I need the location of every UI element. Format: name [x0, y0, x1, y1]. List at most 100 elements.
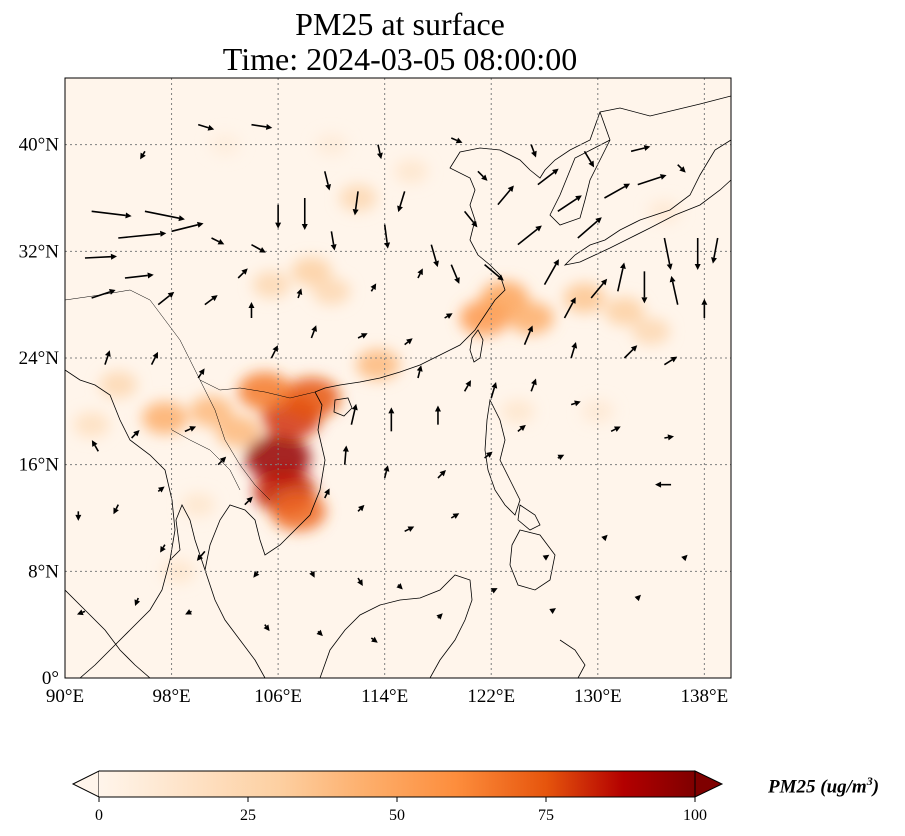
wind-arrow: [91, 440, 99, 452]
coastline-borneo: [319, 574, 473, 678]
pm25-hotspot: [142, 401, 188, 435]
wind-arrow: [197, 368, 205, 379]
wind-arrow: [388, 407, 395, 432]
wind-arrow: [196, 550, 206, 561]
colorbar-tick-label: 25: [240, 807, 256, 824]
pm25-hotspot: [604, 297, 645, 326]
wind-arrow: [530, 378, 537, 392]
colorbar-label-exponent: 3: [866, 774, 873, 788]
lat-tick-label: 32°N: [19, 241, 60, 262]
lat-tick-label: 8°N: [28, 561, 59, 582]
wind-arrow: [430, 244, 439, 268]
gridlines: [65, 78, 731, 678]
lon-tick-label: 114°E: [361, 686, 408, 707]
wind-arrow: [237, 268, 248, 279]
wind-arrow: [263, 624, 270, 632]
wind-arrow: [542, 554, 550, 561]
wind-arrow: [463, 210, 478, 228]
lat-tick-label: 16°N: [19, 455, 60, 476]
pm25-hotspot: [394, 159, 429, 184]
wind-arrow: [637, 174, 667, 186]
wind-arrow: [383, 465, 390, 479]
pm25-hotspot: [339, 184, 377, 212]
wind-arrow: [134, 597, 141, 606]
coastline-burma-bengal: [65, 369, 176, 561]
lon-tick-label: 138°E: [681, 686, 729, 707]
lat-tick-label: 0°: [42, 668, 59, 689]
pm25-hotspot: [209, 133, 241, 156]
coastline-korea: [549, 111, 611, 226]
wind-arrow: [310, 325, 317, 339]
wind-arrow: [118, 230, 167, 239]
wind-arrow: [251, 243, 266, 253]
map-title-line1: PM25 at surface: [295, 6, 505, 42]
wind-arrow: [583, 150, 595, 168]
wind-arrow: [324, 488, 330, 499]
wind-arrow: [417, 268, 423, 279]
wind-arrow: [350, 403, 358, 425]
colorbar-label-close: ): [872, 776, 880, 798]
wind-arrow: [563, 297, 576, 319]
wind-arrow: [543, 259, 559, 286]
wind-arrow: [275, 204, 282, 229]
coastline-indochina: [204, 391, 326, 678]
map-plot-area: 90°E 98°E 106°E 114°E 122°E 130°E 138°E 0° 8°N 16…: [19, 77, 732, 707]
wind-arrow: [630, 145, 651, 153]
wind-arrow: [323, 171, 331, 191]
wind-arrow: [701, 298, 708, 318]
wind-arrow: [397, 191, 406, 213]
pm25-hotspot: [500, 399, 535, 424]
coastline-china-east: [314, 95, 731, 393]
wind-arrow: [517, 424, 526, 432]
wind-arrow: [404, 338, 413, 346]
wind-arrow: [171, 221, 204, 233]
wind-arrow: [616, 262, 626, 292]
wind-arrow: [383, 224, 391, 249]
pm25-hotspot: [161, 559, 196, 584]
pm25-hotspot: [508, 301, 555, 335]
wind-arrow: [655, 481, 672, 488]
axis-tick-labels: 90°E 98°E 106°E 114°E 122°E 130°E 138°E 0° 8°N 16…: [19, 135, 729, 707]
wind-arrow: [634, 594, 641, 602]
pm25-hotspot: [73, 411, 110, 438]
wind-arrow: [557, 454, 565, 461]
wind-arrow: [570, 342, 578, 359]
wind-arrow: [681, 554, 688, 562]
wind-arrow: [211, 237, 225, 245]
colorbar-label-text: PM25 (ug/m: [768, 776, 867, 798]
wind-arrow: [450, 264, 460, 284]
wind-arrow: [144, 210, 185, 222]
wind-arrow: [549, 608, 556, 614]
wind-arrow: [577, 217, 602, 239]
wind-arrow: [244, 496, 253, 506]
wind-arrow: [84, 253, 117, 260]
wind-arrow: [677, 164, 686, 173]
wind-arrow: [484, 451, 493, 459]
wind-arrow: [664, 434, 674, 441]
wind-arrow: [623, 345, 638, 359]
colorbar-label: PM25 (ug/m3): [768, 774, 879, 798]
wind-arrow: [157, 486, 165, 493]
wind-arrow: [197, 123, 215, 131]
wind-arrow: [404, 526, 415, 533]
wind-arrow: [463, 380, 471, 392]
lat-tick-label: 40°N: [19, 135, 60, 156]
wind-arrow: [434, 405, 441, 425]
wind-arrow: [436, 613, 443, 620]
wind-arrow: [150, 351, 158, 366]
coastline-mindanao: [509, 529, 556, 591]
wind-arrow: [184, 426, 197, 433]
wind-arrow: [352, 191, 359, 216]
wind-arrow: [217, 456, 227, 466]
wind-arrow: [477, 170, 488, 181]
wind-arrow: [497, 185, 514, 206]
colorbar-tick-label: 0: [95, 807, 103, 824]
wind-arrow: [530, 144, 537, 158]
colorbar-high-extension: [694, 770, 724, 798]
wind-vector-layer: [75, 123, 719, 643]
pm25-hotspot: [238, 372, 292, 411]
wind-arrow: [570, 400, 581, 407]
wind-arrow: [131, 430, 140, 439]
wind-arrow: [357, 577, 363, 586]
